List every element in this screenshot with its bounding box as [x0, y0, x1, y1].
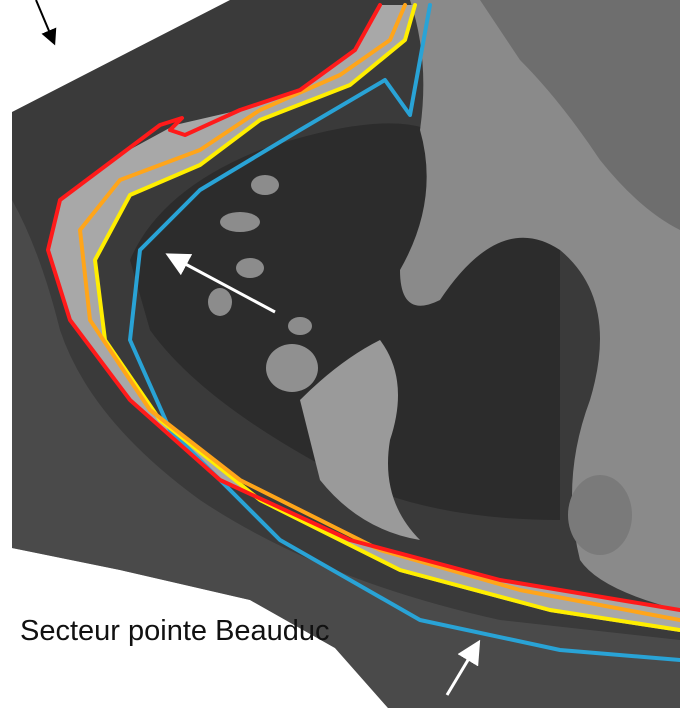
islet — [568, 475, 632, 555]
islet — [208, 288, 232, 316]
sector-label: Secteur pointe Beauduc — [20, 615, 330, 647]
islet — [220, 212, 260, 232]
islet — [288, 317, 312, 335]
islet — [251, 175, 279, 195]
map: Secteur pointe Beauduc — [0, 0, 680, 708]
islet — [266, 344, 318, 392]
islet — [236, 258, 264, 278]
